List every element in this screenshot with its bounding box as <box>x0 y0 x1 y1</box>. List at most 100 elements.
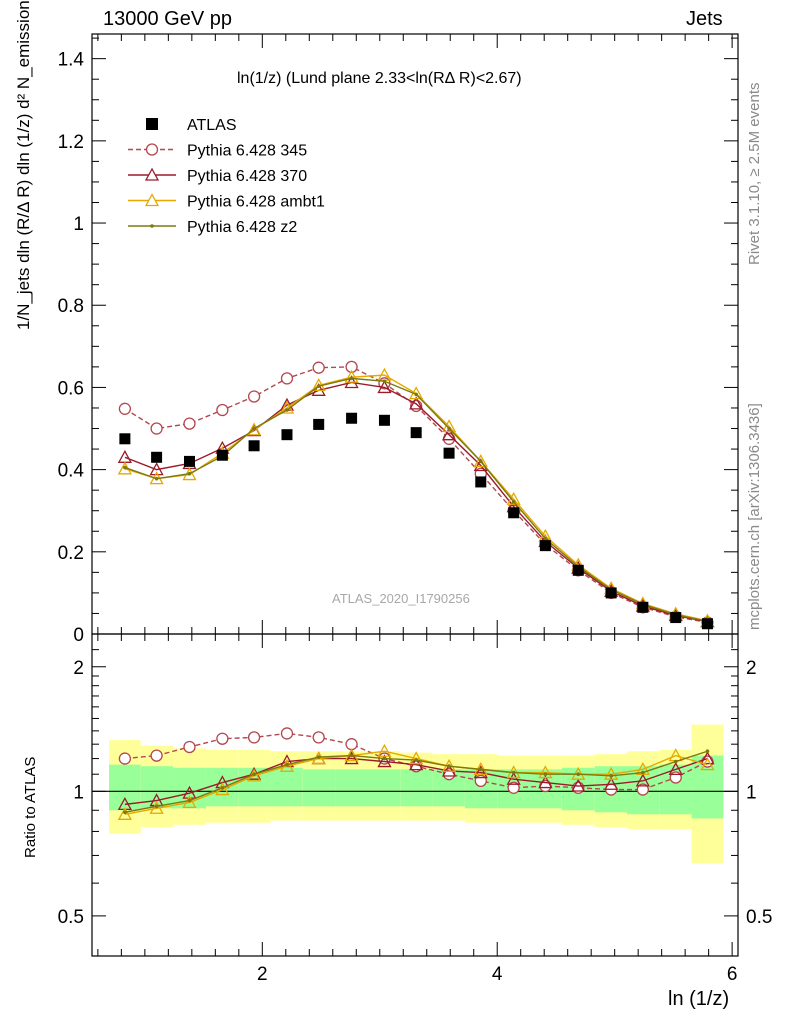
main-y-tick-label: 1 <box>73 214 84 235</box>
marker-dot <box>447 426 451 431</box>
marker-circle <box>216 732 229 745</box>
data-point-atlas <box>313 418 325 430</box>
ratio-y-tick-label-left: 2 <box>73 658 84 679</box>
data-point-atlas <box>670 612 682 624</box>
main-line-pythia-6.428-z2 <box>124 377 708 622</box>
data-point-atlas <box>410 427 422 439</box>
marker-dot <box>252 772 256 777</box>
marker-triangle <box>149 800 164 814</box>
marker-dot <box>673 759 678 764</box>
data-point-atlas <box>572 564 584 576</box>
marker-circle <box>636 783 650 796</box>
ratio-y-tick-label-right: 1 <box>746 782 757 803</box>
marker-circle <box>280 727 294 740</box>
data-point-atlas <box>281 429 293 441</box>
legend: ATLAS Pythia 6.428 345 Pythia 6.428 370 Pyt… <box>128 117 325 236</box>
data-point-atlas <box>637 601 649 613</box>
band-green-bin <box>302 769 336 807</box>
data-point-atlas <box>443 447 455 459</box>
marker-triangle <box>538 765 553 779</box>
marker-triangle <box>604 776 619 790</box>
marker-triangle <box>344 751 359 765</box>
marker-triangle <box>441 763 457 777</box>
legend-marker-triangle <box>144 167 160 181</box>
band-green-bin <box>270 767 303 807</box>
main-y-tick-label: 0.2 <box>58 543 84 564</box>
data-point-atlas <box>378 414 390 426</box>
marker-dot <box>220 785 225 790</box>
ratio-frame <box>91 633 739 957</box>
marker-triangle <box>604 766 619 780</box>
marker-dot <box>543 536 548 541</box>
marker-dot <box>187 471 192 476</box>
marker-triangle <box>635 773 650 787</box>
marker-triangle <box>700 757 715 771</box>
marker-circle <box>507 781 520 794</box>
marker-triangle <box>571 778 586 792</box>
main-y-tick-label: 1.2 <box>58 132 84 153</box>
plot-title: ln(1/z) (Lund plane 2.33<ln(RΔ R)<2.67) <box>237 70 522 87</box>
marker-circle <box>345 738 358 751</box>
marker-dot <box>154 476 159 481</box>
marker-circle <box>216 403 229 417</box>
watermark: ATLAS_2020_I1790256 <box>332 591 470 606</box>
marker-dot <box>511 770 516 775</box>
ratio-y-tick-label-right: 0.5 <box>746 907 772 928</box>
marker-triangle <box>409 751 424 765</box>
band-green-bin <box>335 769 369 807</box>
data-point-atlas <box>539 540 551 552</box>
marker-triangle <box>668 762 683 776</box>
marker-circle <box>118 402 132 415</box>
marker-dot <box>576 772 581 777</box>
marker-triangle <box>117 449 132 463</box>
marker-dot <box>478 459 483 464</box>
marker-triangle <box>377 754 392 768</box>
marker-circle <box>312 731 325 744</box>
marker-dot <box>382 379 387 384</box>
marker-circle <box>183 417 196 430</box>
data-point-atlas <box>475 476 487 488</box>
marker-dot <box>705 749 710 754</box>
main-y-tick-label: 1.4 <box>58 50 85 71</box>
marker-circle <box>312 361 325 374</box>
marker-triangle <box>182 795 197 809</box>
marker-dot <box>414 392 418 397</box>
legend-marker-triangle <box>144 193 160 207</box>
ratio-y-tick-label-left: 1 <box>73 782 84 803</box>
marker-triangle <box>506 771 521 785</box>
data-point-atlas <box>508 507 520 519</box>
marker-dot <box>447 764 451 769</box>
marker-dot <box>543 772 548 777</box>
main-y-axis-label: 1/N_jets dln (R/Δ R) dln (1/z) d² N_emis… <box>14 0 33 330</box>
ratio-y-tick-label-left: 0.5 <box>58 907 84 928</box>
data-point-atlas <box>346 412 358 424</box>
marker-dot <box>123 810 127 815</box>
marker-circle <box>280 372 294 385</box>
marker-triangle <box>377 743 392 757</box>
marker-dot <box>316 755 321 759</box>
data-point-atlas <box>605 587 617 599</box>
marker-dot <box>285 408 289 412</box>
data-point-atlas <box>701 618 713 630</box>
marker-dot <box>478 767 483 772</box>
ratio-y-tick-label-right: 2 <box>746 658 757 679</box>
marker-dot <box>316 384 321 388</box>
x-axis-label: ln (1/z) <box>668 988 730 1010</box>
marker-dot <box>349 753 354 758</box>
marker-triangle <box>538 775 553 789</box>
marker-triangle <box>441 427 457 441</box>
data-point-atlas <box>248 440 260 452</box>
marker-dot <box>123 465 127 470</box>
band-green-bin <box>368 769 401 807</box>
data-point-atlas <box>183 455 195 467</box>
mcplots-label: mcplots.cern.ch [arXiv:1306.3436] <box>746 403 763 630</box>
marker-dot <box>511 499 516 504</box>
marker-triangle <box>473 454 488 468</box>
main-series-layer <box>117 360 715 630</box>
x-tick-label: 4 <box>492 964 503 985</box>
marker-dot <box>285 762 289 767</box>
main-y-tick-label: 0 <box>73 625 84 646</box>
marker-dot <box>382 756 387 761</box>
marker-dot <box>349 376 354 381</box>
